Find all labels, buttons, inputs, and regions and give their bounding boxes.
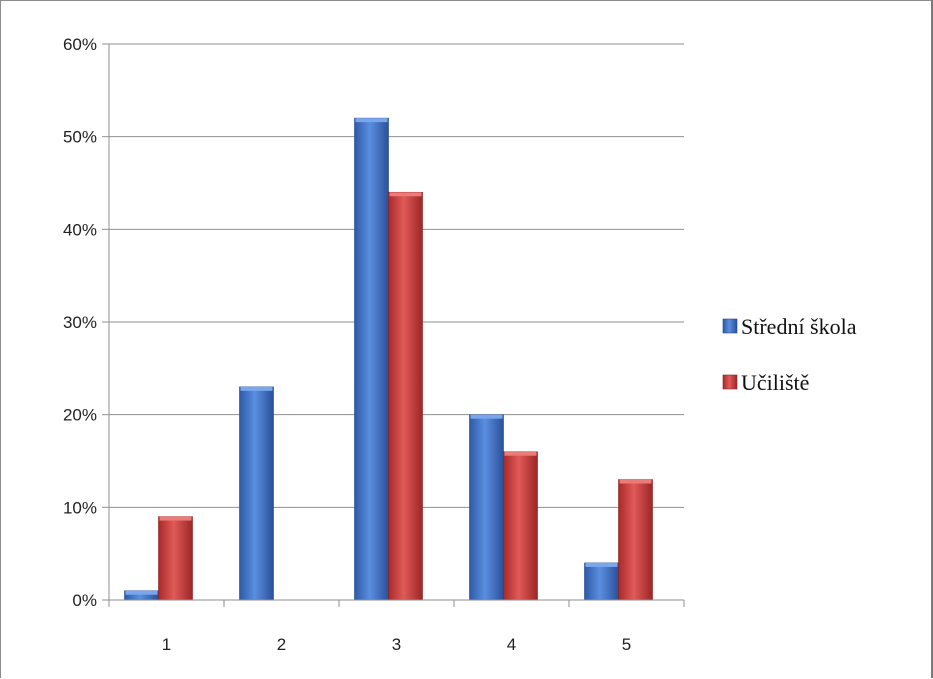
y-tick-labels: 0% 10% 20% 30% 40% 50% 60% — [63, 35, 97, 610]
bar-highlight — [355, 118, 388, 123]
bar-series-1-cat-3 — [354, 117, 389, 601]
bar-highlight — [470, 414, 503, 419]
y-tick-label: 30% — [63, 313, 97, 332]
bar-highlight — [389, 192, 422, 197]
y-tick-label: 20% — [63, 406, 97, 425]
bar-highlight — [585, 562, 618, 567]
y-tick-label: 40% — [63, 220, 97, 239]
x-tick-label: 2 — [277, 635, 286, 654]
bar-highlight — [240, 386, 273, 391]
y-tick-label: 10% — [63, 498, 97, 517]
bar-series-2-cat-3 — [388, 191, 423, 601]
bars — [124, 117, 653, 601]
bar-highlight — [159, 516, 192, 521]
x-tick-labels: 1 2 3 4 5 — [162, 635, 631, 654]
bar-series-2-cat-5 — [618, 479, 653, 601]
bar-highlight — [504, 451, 537, 456]
bar-series-1-cat-4 — [469, 414, 504, 601]
legend-swatch-2 — [722, 374, 738, 390]
bar-series-1-cat-2 — [239, 386, 274, 601]
legend: Střední škola Učiliště — [722, 314, 857, 395]
bar-series-2-cat-1 — [158, 516, 193, 601]
bar-highlight — [619, 479, 652, 484]
bar-series-1-cat-5 — [584, 562, 619, 601]
x-tick-label: 4 — [507, 635, 516, 654]
bar-series-2-cat-4 — [503, 451, 538, 601]
legend-label-2: Učiliště — [741, 370, 809, 395]
x-tick-label: 5 — [622, 635, 631, 654]
y-tick-label: 0% — [72, 591, 97, 610]
y-tick-label: 50% — [63, 128, 97, 147]
legend-swatch-1 — [722, 318, 738, 334]
y-tick-label: 60% — [63, 35, 97, 54]
legend-label-1: Střední škola — [741, 314, 857, 339]
axes — [108, 44, 685, 607]
x-tick-label: 1 — [162, 635, 171, 654]
x-tick-label: 3 — [392, 635, 401, 654]
bar-highlight — [125, 590, 158, 595]
